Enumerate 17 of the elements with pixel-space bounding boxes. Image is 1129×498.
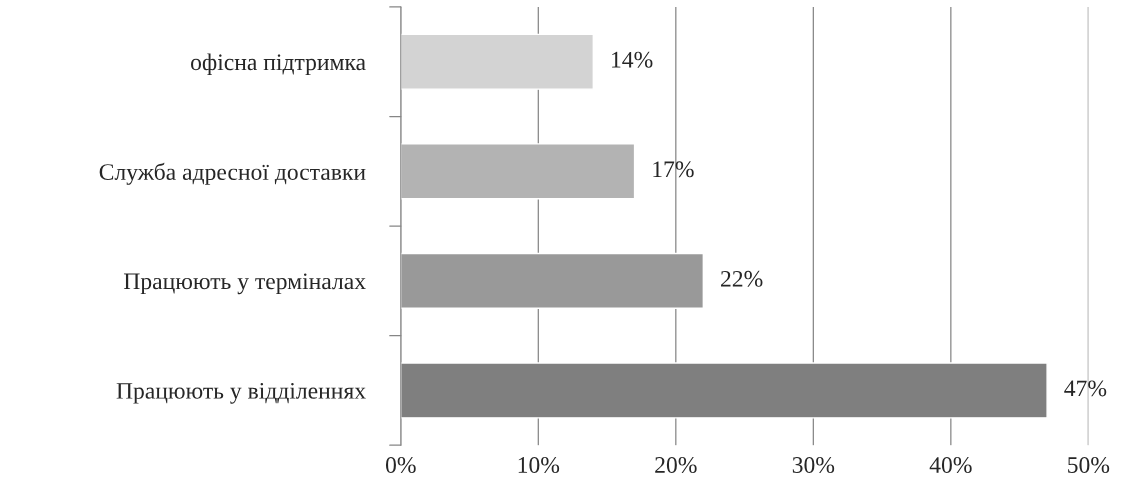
data-label: 14% — [612, 51, 653, 68]
data-label: 17% — [653, 161, 694, 178]
x-tick-label: 0% — [385, 457, 416, 474]
x-tick-label: 50% — [1068, 457, 1110, 474]
y-tick-label: Служба адресної доставки — [99, 162, 366, 185]
x-tick-label: 20% — [655, 457, 697, 474]
y-tick-label: Працюють у відділеннях — [116, 382, 366, 404]
bar — [400, 33, 595, 90]
bar — [400, 252, 705, 309]
y-tick-label: Працюють у терміналах — [123, 273, 366, 295]
x-tick-label: 10% — [518, 457, 560, 474]
data-label: 47% — [1064, 380, 1107, 397]
x-tick-label: 40% — [929, 457, 972, 474]
bar — [400, 143, 636, 200]
x-tick-label: 30% — [792, 457, 835, 474]
y-tick-label: офісна підтримка — [191, 53, 366, 75]
data-label: 22% — [721, 270, 763, 287]
